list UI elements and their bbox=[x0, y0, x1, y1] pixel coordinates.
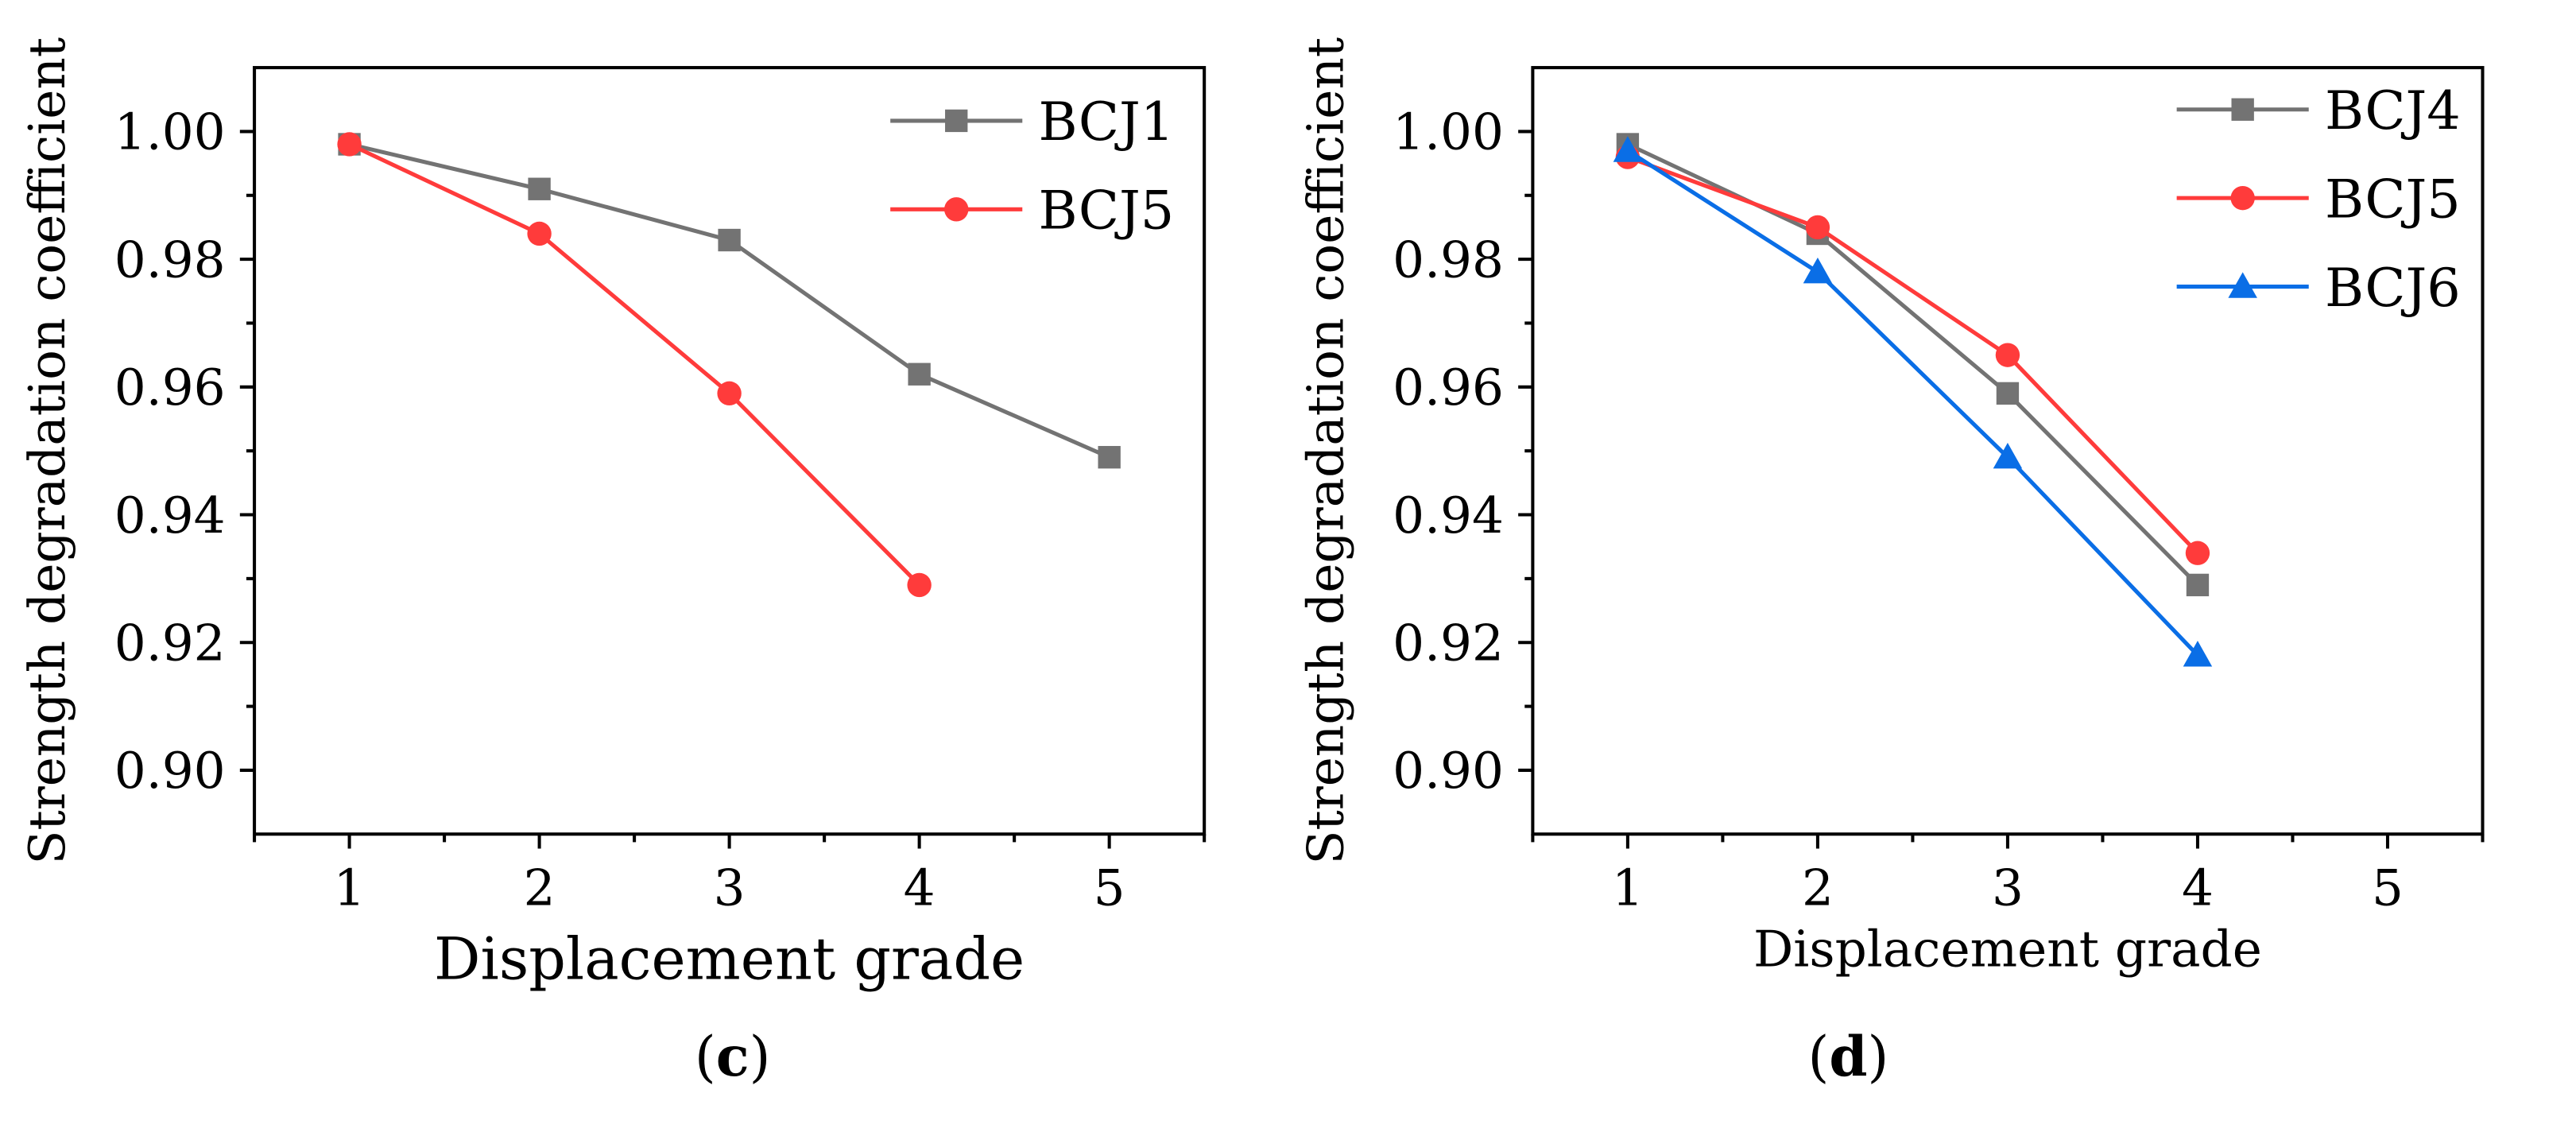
legend-item: BCJ1 bbox=[890, 91, 1174, 153]
y-tick-label: 1.00 bbox=[1393, 103, 1504, 161]
series-line bbox=[348, 142, 1110, 459]
x-tick-label: 2 bbox=[524, 859, 556, 917]
y-tick-label: 0.96 bbox=[114, 359, 226, 417]
y-tick-label: 0.90 bbox=[114, 742, 226, 800]
legend-label: BCJ6 bbox=[2325, 257, 2461, 319]
y-tick-label: 0.92 bbox=[1393, 614, 1504, 672]
series-bcj6 bbox=[1613, 136, 2213, 667]
x-tick-label: 1 bbox=[334, 859, 366, 917]
y-tick-label: 0.98 bbox=[114, 231, 226, 289]
data-point bbox=[907, 572, 932, 598]
series-line bbox=[348, 142, 921, 587]
data-point bbox=[337, 132, 362, 157]
legend-item: BCJ5 bbox=[2176, 168, 2461, 230]
data-point bbox=[1996, 382, 2020, 405]
panel-caption: (c) bbox=[695, 1025, 771, 1089]
data-point bbox=[528, 177, 551, 200]
legend-item: BCJ5 bbox=[890, 180, 1174, 242]
data-point bbox=[718, 228, 741, 252]
y-tick-label: 0.98 bbox=[1393, 231, 1504, 289]
legend-label: BCJ5 bbox=[1039, 180, 1175, 242]
legend-label: BCJ4 bbox=[2325, 79, 2461, 142]
y-tick-label: 0.90 bbox=[1393, 742, 1504, 800]
panel-label: c bbox=[716, 1025, 750, 1089]
data-point bbox=[527, 221, 552, 246]
chart-panel-c: 0.90 0.92 0.94 0.96 0.98 1.00 1 2 3 4 5 Displacemen… bbox=[18, 37, 1207, 1089]
series-bcj5 bbox=[337, 132, 932, 598]
x-tick-label: 3 bbox=[714, 859, 746, 917]
data-point bbox=[2183, 641, 2213, 667]
legend-marker bbox=[2228, 272, 2257, 298]
series-bcj5 bbox=[1615, 145, 2210, 565]
x-axis-label: Displacement grade bbox=[434, 926, 1025, 994]
chart-panel-d: 0.90 0.92 0.94 0.96 0.98 1.00 1 2 3 4 5 Displacemen… bbox=[1296, 37, 2485, 1089]
data-point bbox=[2186, 573, 2210, 597]
legend-marker bbox=[944, 197, 969, 222]
x-axis-label: Displacement grade bbox=[1753, 920, 2262, 978]
data-point bbox=[1805, 215, 1830, 240]
x-tick-label: 5 bbox=[1094, 859, 1125, 917]
series-line bbox=[1627, 155, 2199, 555]
data-point bbox=[1098, 446, 1121, 469]
panel-caption: (d) bbox=[1807, 1025, 1888, 1089]
data-point bbox=[717, 381, 742, 406]
legend-marker bbox=[2230, 185, 2255, 211]
legend-item: BCJ4 bbox=[2176, 79, 2461, 142]
panel-label: d bbox=[1829, 1025, 1867, 1089]
y-axis-label: Strength degradation coefficient bbox=[18, 37, 76, 865]
data-point bbox=[1993, 442, 2023, 469]
legend-item: BCJ6 bbox=[2176, 257, 2461, 319]
y-tick-label: 1.00 bbox=[114, 103, 226, 161]
x-tick-label: 2 bbox=[1802, 859, 1834, 917]
legend-marker bbox=[2231, 98, 2254, 121]
legend-label: BCJ1 bbox=[1039, 91, 1175, 153]
data-point bbox=[1613, 136, 1643, 162]
y-tick-label: 0.96 bbox=[1393, 359, 1504, 417]
x-tick-label: 1 bbox=[1612, 859, 1644, 917]
x-tick-label: 3 bbox=[1992, 859, 2024, 917]
series-line bbox=[1626, 149, 2199, 657]
y-tick-label: 0.92 bbox=[114, 614, 226, 672]
data-point bbox=[1803, 257, 1833, 284]
y-tick-label: 0.94 bbox=[1393, 487, 1504, 545]
x-tick-label: 4 bbox=[904, 859, 935, 917]
data-point bbox=[1995, 343, 2020, 367]
y-tick-label: 0.94 bbox=[114, 487, 226, 545]
y-axis-label: Strength degradation coefficient bbox=[1296, 37, 1354, 865]
series-line bbox=[1626, 142, 2199, 587]
legend-label: BCJ5 bbox=[2325, 168, 2461, 230]
data-point bbox=[2185, 541, 2210, 565]
legend-marker bbox=[945, 109, 968, 133]
data-point bbox=[908, 362, 931, 386]
x-tick-label: 5 bbox=[2372, 859, 2404, 917]
x-tick-label: 4 bbox=[2182, 859, 2214, 917]
series-bcj1 bbox=[338, 133, 1121, 469]
